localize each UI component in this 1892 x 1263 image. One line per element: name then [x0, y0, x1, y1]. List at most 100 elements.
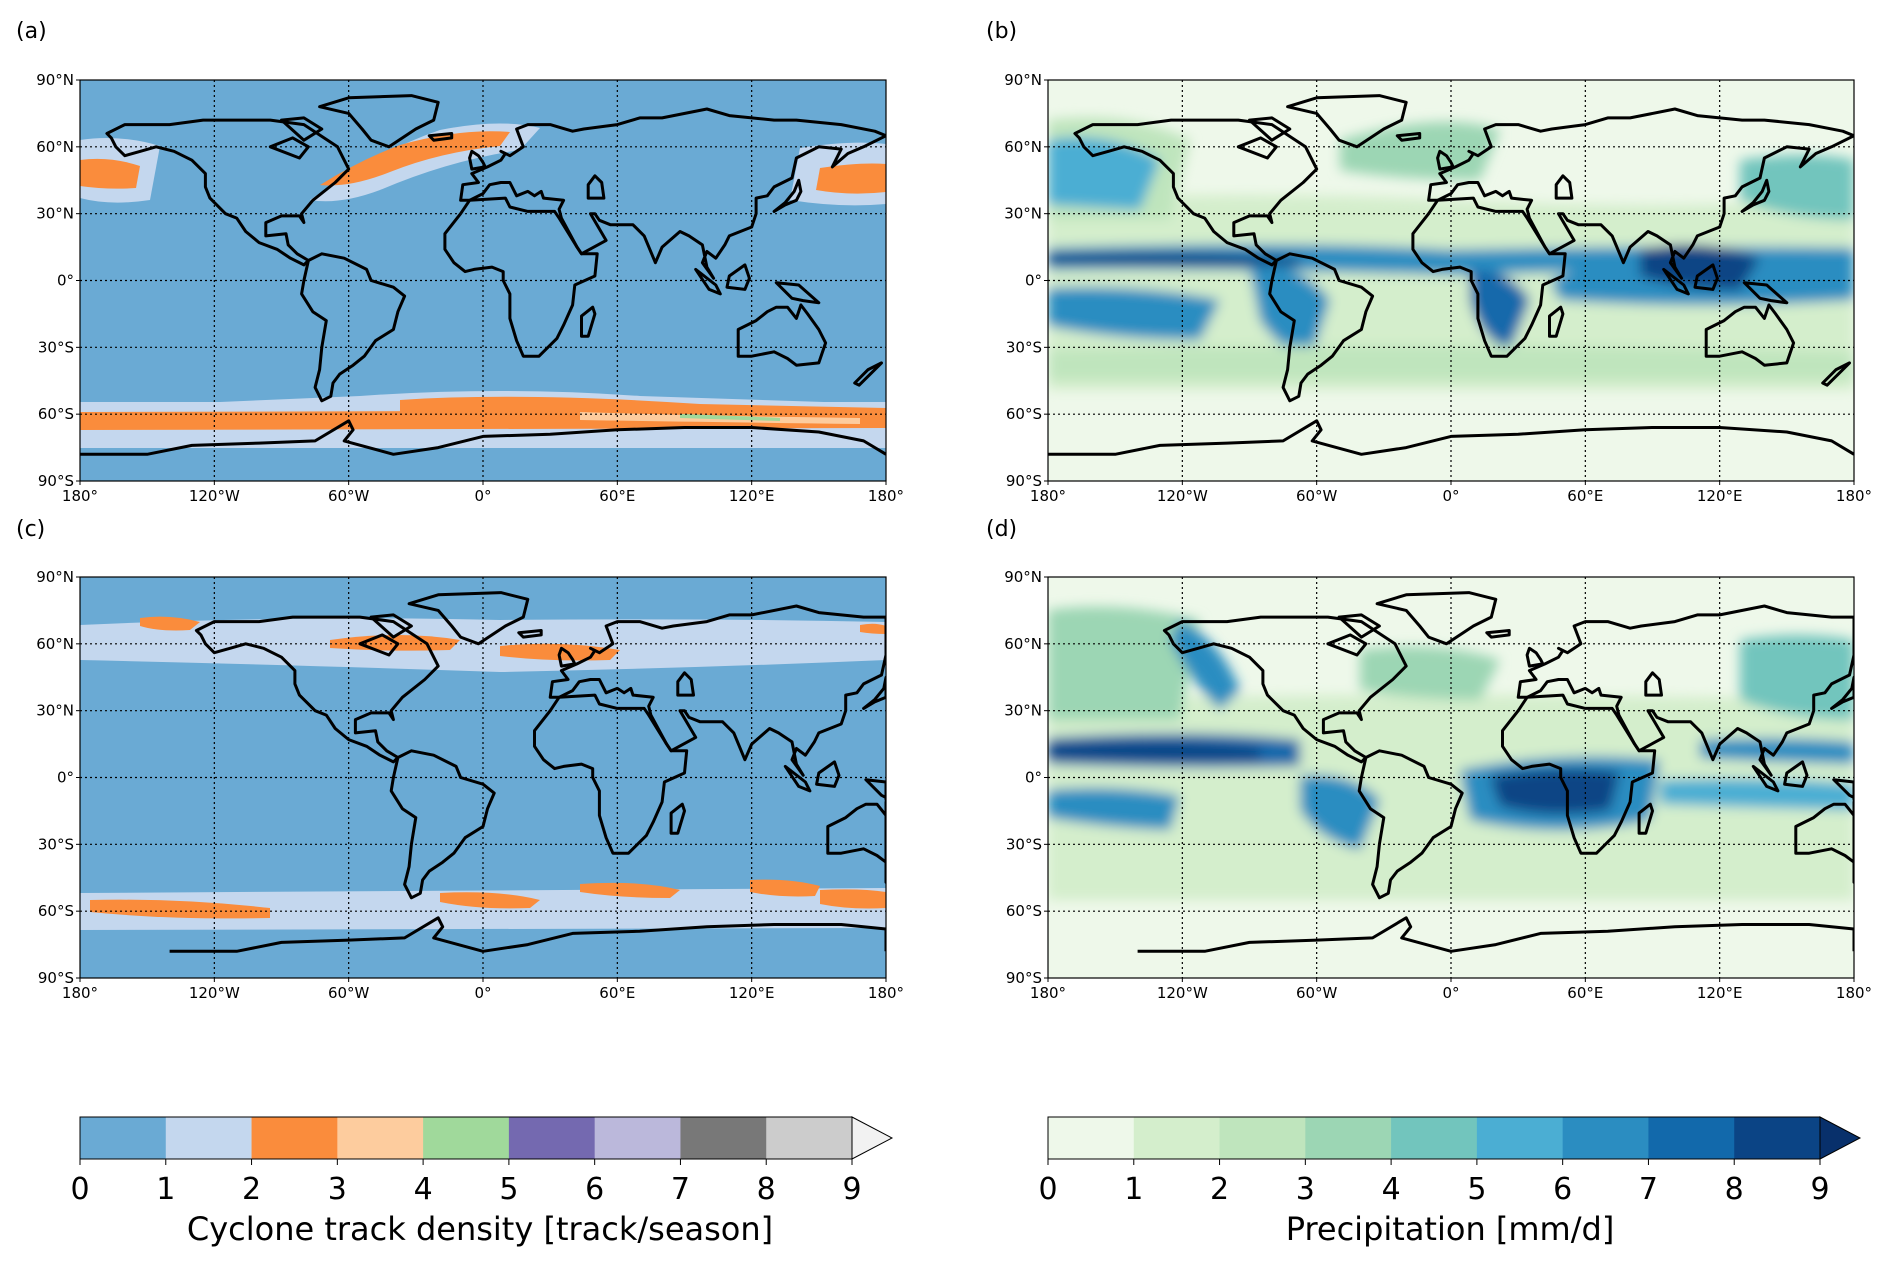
coastline-sumatra: [783, 764, 812, 793]
coastline-newzealand: [853, 361, 883, 387]
coastline-hudsonbay: [1236, 136, 1278, 160]
coastline-africa: [533, 693, 689, 855]
coastlines: [169, 591, 886, 953]
colorbar-swatch: [1734, 1117, 1821, 1159]
gridlines: [80, 80, 886, 481]
colorbar-swatch: [1476, 1117, 1564, 1159]
coastline-southamerica: [300, 252, 407, 403]
gridlines: [80, 577, 886, 978]
colorbar-tick-label: 5: [1467, 1172, 1486, 1207]
colorbar-swatch: [1048, 1117, 1135, 1159]
colorbar-swatch: [680, 1117, 767, 1159]
lon-tick-label: 180°: [1030, 487, 1066, 505]
coastlines: [80, 94, 886, 456]
lat-tick-label: 60°N: [1004, 635, 1042, 653]
coastline-baffinisland: [1337, 613, 1381, 639]
lon-tick-label: 60°W: [1296, 487, 1338, 505]
lat-tick-label: 30°S: [38, 338, 74, 356]
coastline-borneo: [815, 760, 841, 788]
panel-label-a: (a): [16, 19, 47, 44]
lat-tick-label: 60°S: [38, 902, 74, 920]
lon-tick-label: 180°: [1836, 984, 1872, 1002]
lat-tick-label: 30°N: [36, 702, 74, 720]
map-panel-c: 180° 120°W 60°W 0° 60°E 120°E 180° 90°N 60°N 30°N…: [36, 568, 904, 1002]
coastline-madagascar: [1548, 305, 1565, 338]
coastline-newguinea: [1742, 281, 1789, 305]
lon-tick-label: 120°W: [189, 984, 240, 1002]
coastline-southamerica: [1357, 749, 1464, 900]
lat-tick-label: 60°N: [36, 635, 74, 653]
lat-tick-label: 30°S: [1006, 338, 1042, 356]
colorbar-tick-label: 2: [1210, 1172, 1229, 1207]
colorbar-tick-label: 3: [1296, 1172, 1315, 1207]
coastline-japan: [1740, 178, 1771, 213]
coastline-sumatra: [694, 267, 722, 296]
coastlines: [1137, 591, 1854, 953]
coastline-borneo: [1693, 263, 1719, 291]
lat-tick-label: 60°S: [1006, 405, 1042, 423]
lon-tick-label: 180°: [62, 984, 98, 1002]
coastline-australia: [826, 800, 886, 864]
coastline-iceland: [1485, 629, 1511, 639]
coastline-southamerica: [389, 749, 496, 900]
coastline-sumatra: [1662, 267, 1690, 296]
lon-tick-label: 120°W: [1157, 487, 1208, 505]
colorbar-swatch: [1219, 1117, 1306, 1159]
lon-tick-label: 60°W: [328, 487, 370, 505]
coastline-newguinea: [774, 281, 821, 305]
colorbar-track-density-label: Cyclone track density [track/season]: [187, 1210, 773, 1248]
colorbar-swatch: [1562, 1117, 1649, 1159]
panel-label-d: (d): [986, 517, 1017, 542]
coastline-baffinisland: [1248, 116, 1292, 142]
lat-tick-label: 90°S: [1006, 969, 1042, 987]
colorbar-tick-label: 7: [671, 1172, 690, 1207]
lat-tick-label: 30°S: [1006, 835, 1042, 853]
lat-tick-label: 90°N: [1004, 568, 1042, 586]
lon-tick-label: 60°E: [599, 487, 635, 505]
lon-tick-label: 60°W: [328, 984, 370, 1002]
colorbar-tick-label: 6: [1553, 1172, 1572, 1207]
lon-tick-label: 180°: [1836, 487, 1872, 505]
map-panel-a: 180° 120°W 60°W 0° 60°E 120°E 180° 90°N 60°N 30°N…: [36, 71, 904, 505]
colorbar-swatch: [766, 1117, 853, 1159]
colorbar-precipitation-label: Precipitation [mm/d]: [1286, 1210, 1615, 1248]
lon-tick-label: 0°: [1442, 487, 1459, 505]
colorbar-tick-label: 0: [1038, 1172, 1057, 1207]
lat-tick-label: 90°N: [36, 568, 74, 586]
lat-tick-label: 0°: [57, 769, 74, 787]
coastline-iceland: [1395, 132, 1422, 142]
panel-label-c: (c): [16, 517, 45, 542]
coastline-hudsonbay: [1326, 633, 1368, 657]
coastline-madagascar: [580, 305, 597, 338]
coastline-greenland: [407, 591, 530, 646]
coastline-madagascar: [669, 802, 686, 835]
coastline-eurasia: [548, 604, 886, 777]
colorbar-tick-label: 6: [585, 1172, 604, 1207]
coastline-baffinisland: [369, 613, 413, 639]
coastline-britain: [468, 149, 487, 171]
coastline-britain: [557, 646, 577, 668]
colorbar-swatch: [80, 1117, 167, 1159]
colorbar-extend-arrow: [851, 1116, 894, 1160]
lat-tick-label: 0°: [1025, 769, 1042, 787]
coastline-eurasia: [1516, 604, 1854, 777]
coastline-newzealand: [1821, 361, 1851, 387]
coastline-eurasia: [459, 107, 886, 280]
coastline-greenland: [1286, 94, 1408, 149]
colorbar-tick-label: 4: [414, 1172, 433, 1207]
lon-tick-label: 120°E: [729, 487, 775, 505]
lon-tick-label: 0°: [474, 984, 491, 1002]
colorbar-tick-label: 9: [842, 1172, 861, 1207]
colorbar-tick-label: 2: [242, 1172, 261, 1207]
coastline-baffinisland: [280, 116, 324, 142]
map-panel-d: 180° 120°W 60°W 0° 60°E 120°E 180° 90°N 60°N 30°N…: [1004, 568, 1872, 1002]
coastline-britain: [1525, 646, 1545, 668]
coastlines: [1048, 94, 1854, 456]
lon-tick-label: 0°: [474, 487, 491, 505]
lat-tick-label: 0°: [57, 272, 74, 290]
coastline-africa: [1411, 196, 1567, 358]
colorbar-swatch: [594, 1117, 681, 1159]
coastline-britain: [1436, 149, 1455, 171]
colorbar-swatch: [165, 1117, 253, 1159]
colorbar-tick-label: 3: [328, 1172, 347, 1207]
